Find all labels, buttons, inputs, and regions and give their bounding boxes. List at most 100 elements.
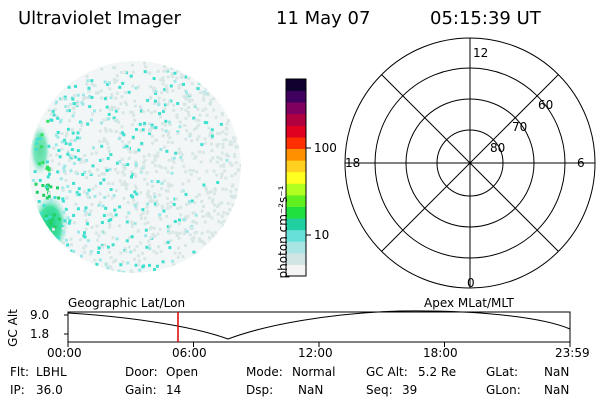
uv-pixel	[231, 183, 235, 187]
uv-pixel	[123, 143, 127, 147]
uv-pixel	[142, 264, 146, 268]
uv-pixel	[134, 165, 138, 169]
uv-pixel	[233, 153, 237, 157]
uv-pixel	[117, 120, 121, 124]
uv-pixel	[85, 192, 89, 196]
uv-pixel	[56, 186, 59, 190]
uv-pixel	[143, 177, 147, 181]
uv-pixel	[72, 106, 76, 110]
uv-pixel	[46, 187, 49, 191]
uv-pixel	[140, 141, 144, 145]
uv-pixel	[148, 129, 152, 133]
uv-pixel	[179, 83, 183, 87]
uv-pixel	[74, 202, 78, 206]
uv-pixel	[45, 167, 49, 171]
uv-pixel	[84, 206, 88, 210]
uv-pixel	[177, 236, 181, 240]
instrument-title: Ultraviolet Imager	[18, 8, 181, 29]
polar-label-18: 18	[345, 156, 361, 170]
uv-pixel	[176, 131, 180, 135]
uv-pixel	[100, 230, 104, 234]
uv-pixel	[112, 194, 116, 198]
uv-pixel	[86, 195, 90, 199]
uv-pixel	[207, 191, 211, 194]
uv-pixel	[113, 80, 117, 84]
uv-pixel	[121, 111, 125, 115]
uv-pixel	[210, 231, 214, 235]
uv-pixel	[168, 224, 172, 228]
uv-pixel	[178, 120, 182, 124]
uv-pixel	[113, 208, 117, 212]
uv-pixel	[197, 119, 201, 123]
uv-pixel	[102, 139, 106, 143]
uv-pixel	[112, 105, 116, 109]
uv-pixel	[205, 121, 209, 125]
uv-pixel	[58, 120, 62, 124]
uv-pixel	[45, 217, 49, 221]
uv-pixel	[207, 126, 211, 130]
uv-pixel	[82, 234, 86, 238]
uv-pixel	[141, 128, 145, 132]
uv-pixel	[153, 158, 157, 162]
uv-pixel	[77, 187, 81, 191]
uv-pixel	[61, 199, 65, 203]
uv-pixel	[70, 249, 74, 253]
uv-pixel	[101, 157, 105, 161]
uv-pixel	[68, 102, 72, 106]
uv-pixel	[200, 199, 204, 203]
uv-pixel	[175, 197, 179, 201]
uv-pixel	[163, 179, 167, 183]
uv-pixel	[191, 211, 195, 215]
uv-pixel	[72, 162, 76, 165]
uv-pixel	[106, 266, 110, 270]
uv-pixel	[107, 250, 111, 254]
uv-pixel	[191, 169, 195, 172]
uv-pixel	[45, 196, 49, 200]
uv-pixel	[144, 65, 147, 69]
uv-pixel	[193, 253, 197, 257]
uv-pixel	[126, 201, 130, 204]
uv-pixel	[169, 205, 172, 209]
uv-pixel	[210, 200, 214, 204]
uv-image	[29, 61, 241, 273]
uv-pixel	[188, 233, 192, 237]
uv-pixel	[189, 172, 193, 176]
uv-pixel	[159, 217, 163, 221]
uv-pixel	[177, 84, 181, 88]
uv-pixel	[57, 236, 61, 240]
uv-pixel	[193, 156, 197, 160]
uv-pixel	[171, 89, 175, 93]
uv-pixel	[107, 117, 111, 121]
uv-pixel	[155, 251, 159, 255]
uv-pixel	[220, 172, 224, 176]
uv-pixel	[224, 138, 228, 142]
uv-pixel	[215, 144, 219, 148]
uv-pixel	[93, 83, 97, 87]
uv-pixel	[197, 135, 201, 139]
uv-pixel	[66, 243, 70, 247]
uv-pixel	[48, 219, 52, 223]
timeline-frame	[67, 311, 571, 343]
uv-pixel	[152, 89, 156, 93]
uv-pixel	[153, 234, 157, 238]
uv-pixel	[161, 76, 165, 80]
uv-pixel	[211, 234, 215, 238]
uv-pixel	[176, 206, 180, 210]
uv-pixel	[184, 137, 188, 141]
uv-pixel	[81, 173, 85, 176]
uv-pixel	[210, 134, 214, 138]
uv-pixel	[154, 126, 158, 130]
uv-pixel	[122, 196, 126, 200]
uv-pixel	[147, 239, 151, 243]
uv-pixel	[155, 199, 159, 203]
uv-pixel	[194, 118, 198, 122]
uv-pixel	[106, 194, 110, 198]
uv-pixel	[97, 174, 101, 178]
uv-pixel	[150, 134, 154, 138]
uv-pixel	[86, 239, 90, 243]
uv-pixel	[170, 266, 174, 270]
uv-pixel	[118, 179, 122, 183]
uv-pixel	[68, 119, 71, 123]
uv-pixel	[167, 184, 171, 188]
uv-pixel	[81, 102, 85, 106]
